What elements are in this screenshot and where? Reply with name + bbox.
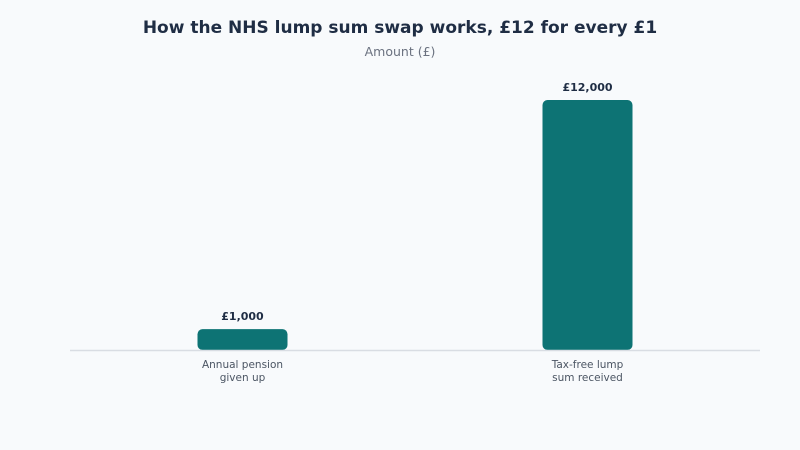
chart-title: How the NHS lump sum swap works, £12 for… xyxy=(142,18,658,38)
value-label-1: £12,000 xyxy=(562,81,612,94)
chart-subtitle: Amount (£) xyxy=(364,44,436,59)
category-label-1-line-0: Tax-free lump xyxy=(551,359,624,371)
category-label-1-line-1: sum received xyxy=(552,372,623,384)
value-label-0: £1,000 xyxy=(221,310,264,323)
bar-0 xyxy=(197,329,288,350)
category-label-0-line-0: Annual pension xyxy=(202,359,283,371)
bar-1 xyxy=(542,100,633,350)
category-label-0-line-1: given up xyxy=(220,372,266,384)
